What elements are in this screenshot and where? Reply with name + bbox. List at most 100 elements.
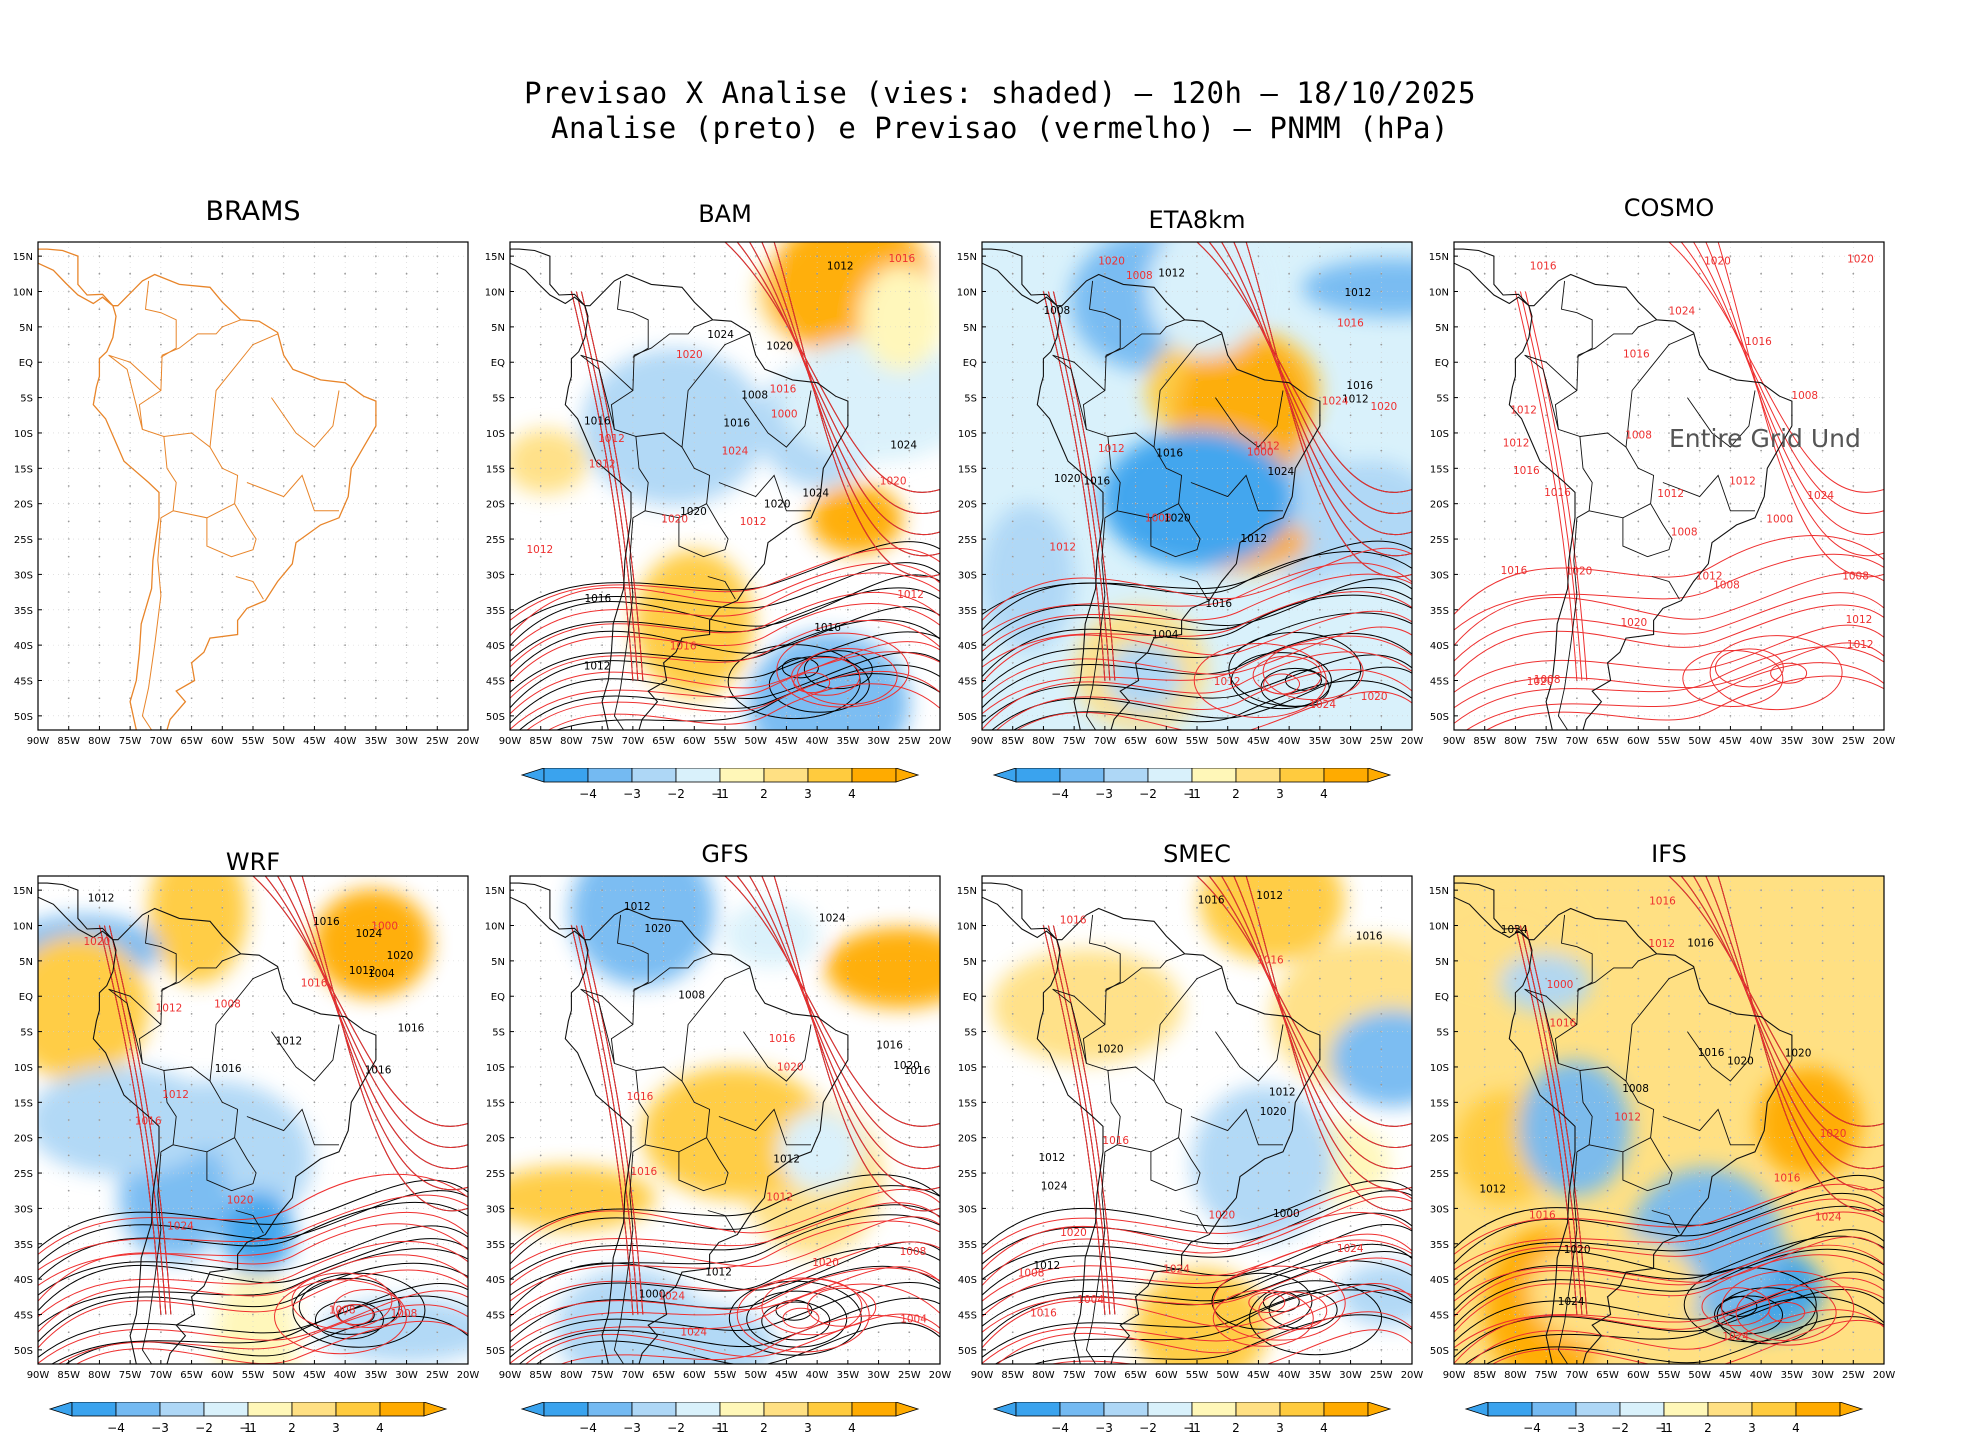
isobar-line — [1245, 876, 1412, 1212]
colorbar-label: 3 — [804, 787, 812, 801]
isobar-line — [38, 1290, 468, 1364]
country-border — [1687, 390, 1756, 448]
isobar-line — [38, 1254, 468, 1333]
isobar-line — [510, 591, 940, 668]
bias-patch — [809, 484, 903, 555]
isobar-line — [1485, 1316, 1884, 1364]
contour-label: 1000 — [1547, 979, 1574, 991]
lon-tick-label: 40W — [806, 1370, 829, 1381]
low-pressure-contour — [292, 1272, 426, 1348]
country-border — [1579, 432, 1655, 519]
contour-label: 1008 — [329, 1305, 356, 1317]
graticule — [38, 242, 468, 730]
country-border — [163, 1066, 239, 1153]
isobar-line — [982, 610, 1412, 683]
contour-label: 1004 — [1077, 1294, 1104, 1306]
lat-tick-label: EQ — [963, 992, 977, 1003]
lat-tick-label: 20S — [1430, 1134, 1449, 1145]
contour-label: 1020 — [227, 1195, 254, 1207]
country-border — [108, 988, 162, 1064]
country-border — [580, 354, 634, 430]
lat-tick-label: 35S — [1430, 606, 1449, 617]
isobar-line — [1454, 1183, 1884, 1255]
contour-label: 1012 — [1039, 1152, 1066, 1164]
isobar-line — [736, 876, 940, 1148]
colorbar-label: −4 — [1051, 1421, 1069, 1435]
andes-contour — [1519, 925, 1583, 1315]
lat-tick-label: 25S — [14, 535, 33, 546]
contour-label: 1000 — [639, 1288, 666, 1300]
colorbar-label: 3 — [804, 1421, 812, 1435]
andes-contour — [1047, 291, 1111, 681]
contour-label: 1020 — [387, 950, 414, 962]
colorbar-swatch — [1487, 1402, 1533, 1417]
lon-tick-label: 85W — [1001, 1370, 1024, 1381]
country-border — [610, 953, 713, 1153]
colorbar-label: −2 — [195, 1421, 213, 1435]
contour-label: 1008 — [1625, 430, 1652, 442]
lat-tick-label: 15N — [1429, 252, 1449, 263]
contour-label: 1024 — [819, 912, 846, 924]
lat-tick-label: 40S — [14, 1275, 33, 1286]
lon-tick-label: 90W — [499, 736, 522, 747]
isobar-line — [510, 1283, 940, 1364]
contour-label: 1020 — [1704, 256, 1731, 268]
colorbar-bam: −4 −3 −2 −11 2 3 4 — [520, 768, 920, 801]
lon-tick-label: 55W — [714, 736, 737, 747]
colorbar-swatch — [851, 768, 897, 783]
lat-tick-label: EQ — [963, 358, 977, 369]
lon-tick-label: 40W — [334, 1370, 357, 1381]
lat-tick-label: EQ — [1435, 358, 1449, 369]
isobar-line — [510, 1204, 940, 1280]
lat-tick-label: EQ — [491, 992, 505, 1003]
lon-tick-label: 55W — [1186, 736, 1209, 747]
contour-label: 1008 — [900, 1246, 927, 1258]
colorbar-label: −3 — [1095, 787, 1113, 801]
lon-tick-label: 40W — [1278, 736, 1301, 747]
lat-tick-label: 40S — [486, 641, 505, 652]
contour-label: 1020 — [644, 923, 671, 935]
low-pressure-contour — [761, 1301, 831, 1341]
contour-label: 1000 — [1766, 514, 1793, 526]
colorbar-swatch — [1147, 1402, 1193, 1417]
lat-tick-label: 5N — [19, 957, 33, 968]
lon-tick-label: 20W — [1873, 1370, 1896, 1381]
lon-tick-label: 25W — [1842, 1370, 1865, 1381]
colorbar-swatch — [379, 1402, 425, 1417]
isobar-line — [510, 1241, 940, 1311]
contour-label: 1024 — [1558, 1296, 1585, 1308]
lat-tick-label: 25S — [958, 1169, 977, 1180]
lon-tick-label: 60W — [1155, 736, 1178, 747]
isobar-line — [982, 1211, 1412, 1286]
isobar-line — [982, 1187, 1412, 1255]
lat-tick-label: 20S — [14, 1134, 33, 1145]
contour-label: 1012 — [1503, 438, 1530, 450]
andes-contour — [575, 925, 639, 1315]
coastline — [510, 882, 849, 1364]
lat-tick-label: 20S — [1430, 500, 1449, 511]
isobar-line — [38, 1223, 468, 1302]
isobar-line — [510, 651, 940, 730]
contour-label: 1008 — [1622, 1083, 1649, 1095]
lat-tick-label: 20S — [958, 500, 977, 511]
lon-tick-label: 25W — [426, 1370, 449, 1381]
bias-patch — [581, 348, 767, 506]
country-border — [209, 967, 278, 1082]
colorbar-smec: −4 −3 −2 −11 2 3 4 — [992, 1402, 1392, 1435]
country-border — [1085, 517, 1106, 730]
andes-contour — [1519, 291, 1583, 681]
contour-label: 1016 — [301, 977, 328, 989]
country-border — [1150, 503, 1201, 558]
lon-tick-label: 30W — [1339, 736, 1362, 747]
isobar-line — [1717, 242, 1884, 578]
lat-tick-label: 5S — [1436, 1028, 1449, 1039]
contour-label: 1012 — [1696, 571, 1723, 583]
country-border — [144, 280, 177, 358]
lon-tick-label: 75W — [1535, 1370, 1558, 1381]
contour-label: 1012 — [740, 516, 767, 528]
lon-tick-label: 70W — [1094, 736, 1117, 747]
isobar-line — [510, 1246, 940, 1327]
bias-patch — [1106, 641, 1182, 712]
isobars — [510, 876, 940, 1364]
lat-tick-label: 40S — [958, 641, 977, 652]
